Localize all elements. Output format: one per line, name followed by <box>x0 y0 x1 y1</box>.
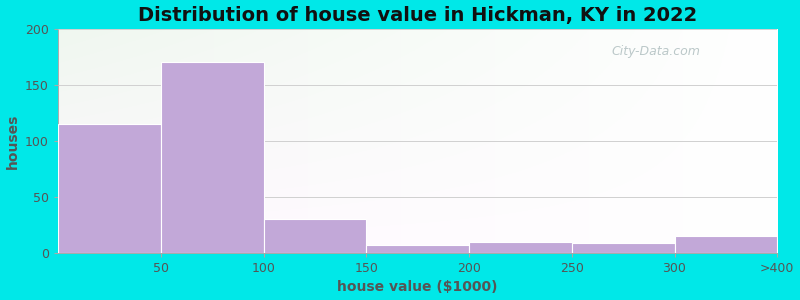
Bar <box>263 219 366 253</box>
Bar <box>674 236 778 253</box>
Y-axis label: houses: houses <box>6 113 19 169</box>
Text: City-Data.com: City-Data.com <box>612 45 701 58</box>
Bar <box>161 62 263 253</box>
Bar <box>366 245 469 253</box>
Bar <box>469 242 572 253</box>
Bar <box>572 243 674 253</box>
Bar <box>58 124 161 253</box>
X-axis label: house value ($1000): house value ($1000) <box>338 280 498 294</box>
Title: Distribution of house value in Hickman, KY in 2022: Distribution of house value in Hickman, … <box>138 6 698 25</box>
